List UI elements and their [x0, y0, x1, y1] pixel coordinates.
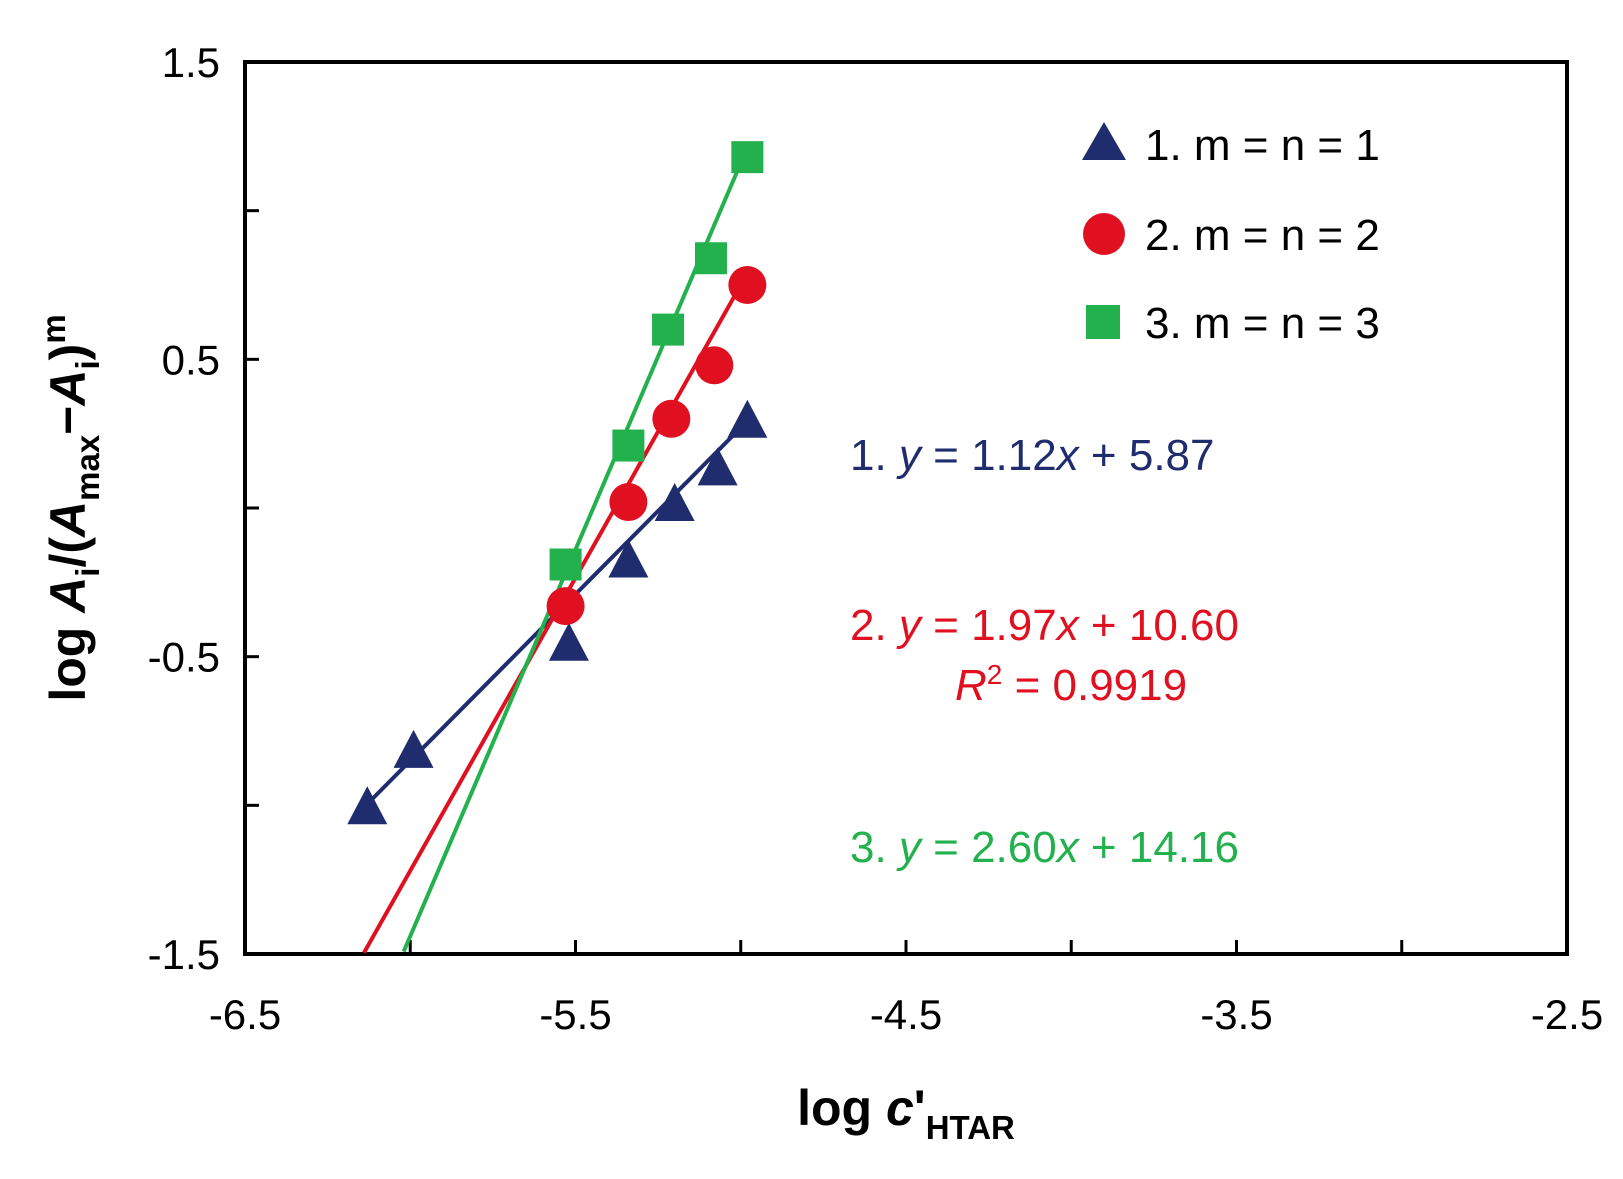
data-point-series-1: [697, 447, 738, 486]
legend: 1. m = n = 1 2. m = n = 2 3. m = n = 3: [1082, 121, 1380, 348]
data-point-series-1: [727, 399, 768, 438]
legend-label-series-3: 3. m = n = 3: [1145, 299, 1380, 348]
y-tick-label: -1.5: [148, 931, 220, 978]
r-squared-series-2: R2 = 0.9919: [955, 659, 1187, 710]
y-axis-title: log Ai/(Amax−Ai)m: [35, 314, 106, 701]
data-point-series-1: [548, 622, 589, 661]
equation-series-3: 3. y = 2.60x + 14.16: [850, 823, 1239, 872]
data-point-series-3: [549, 548, 582, 581]
y-tick-label: -0.5: [148, 634, 220, 681]
legend-marker-series-3: [1086, 305, 1120, 339]
legend-marker-series-2: [1083, 213, 1125, 255]
data-point-series-3: [731, 141, 764, 174]
data-point-series-2: [546, 587, 585, 626]
legend-label-series-1: 1. m = n = 1: [1145, 121, 1380, 170]
x-tick-label: -2.5: [1531, 991, 1603, 1038]
data-point-series-2: [728, 266, 767, 304]
data-point-series-2: [609, 483, 648, 522]
equation-series-2: 2. y = 1.97x + 10.60: [850, 601, 1239, 650]
data-point-series-1: [608, 539, 649, 578]
x-tick-label: -4.5: [870, 991, 942, 1038]
legend-marker-series-1: [1082, 122, 1126, 160]
data-point-series-3: [695, 242, 728, 275]
axis-ticks: [243, 60, 1569, 956]
y-tick-label: 0.5: [162, 336, 220, 383]
data-markers: [347, 141, 768, 825]
data-point-series-3: [612, 429, 645, 462]
data-point-series-2: [695, 346, 734, 385]
x-tick-label: -6.5: [209, 991, 281, 1038]
axis-tick-labels: -6.5 -5.5 -4.5 -3.5 -2.5 -1.5 -0.5 0.5 1.5: [148, 39, 1604, 1038]
x-tick-label: -3.5: [1200, 991, 1272, 1038]
data-point-series-1: [347, 786, 388, 825]
x-tick-label: -5.5: [539, 991, 611, 1038]
x-axis-title: log c'HTAR: [797, 1080, 1015, 1146]
data-point-series-3: [652, 313, 685, 346]
y-tick-label: 1.5: [162, 39, 220, 86]
legend-label-series-2: 2. m = n = 2: [1145, 211, 1380, 260]
plot-frame: [243, 60, 1569, 956]
data-point-series-1: [654, 483, 695, 522]
data-point-series-1: [393, 729, 434, 768]
data-point-series-2: [652, 399, 691, 438]
equation-series-1: 1. y = 1.12x + 5.87: [850, 431, 1214, 480]
